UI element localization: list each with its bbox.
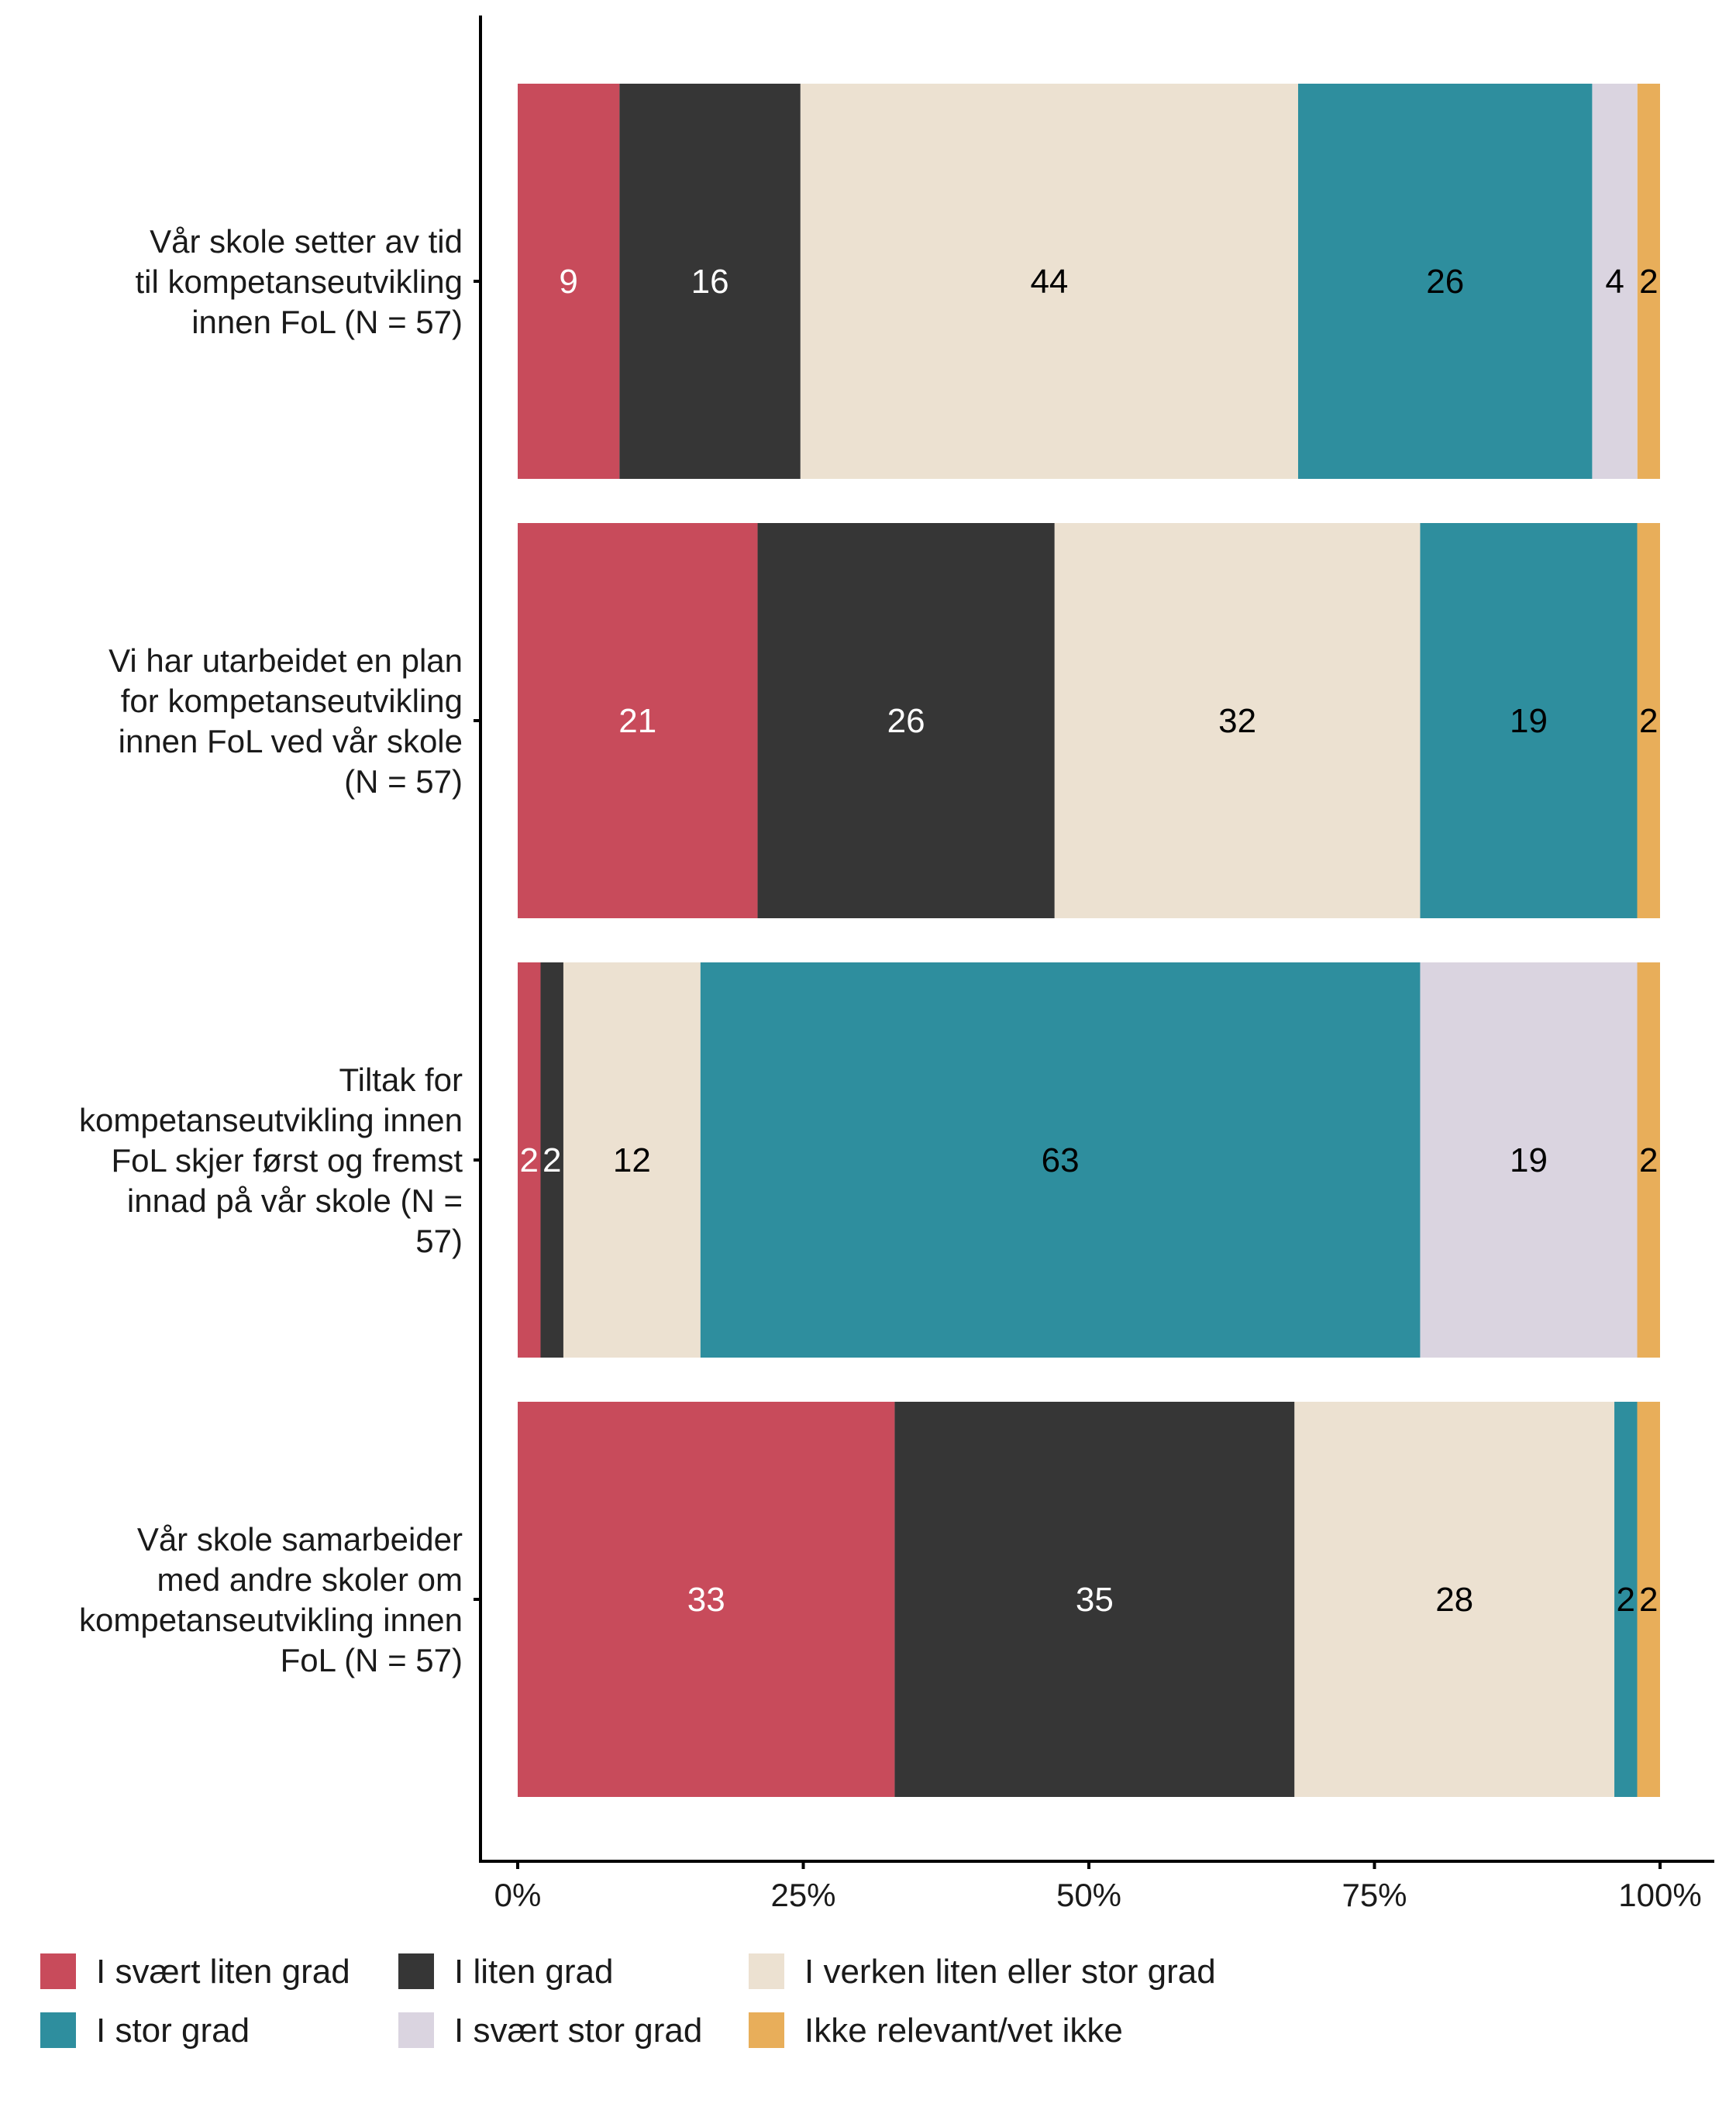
data-label: 35 xyxy=(1076,1581,1114,1619)
bar-segment xyxy=(1614,1402,1638,1797)
bar-segment xyxy=(894,1402,1295,1797)
bar-segment xyxy=(1637,962,1660,1358)
bar-segment xyxy=(518,962,541,1358)
category-label-line: med andre skoler om xyxy=(157,1561,463,1598)
data-label: 2 xyxy=(1639,263,1658,301)
data-label: 19 xyxy=(1510,702,1548,740)
legend: I svært liten grad I liten grad I verken l… xyxy=(40,1953,1216,2050)
category-label-line: Vår skole samarbeider xyxy=(137,1521,463,1558)
data-label: 2 xyxy=(1639,1141,1658,1179)
bar-segment xyxy=(1420,523,1638,918)
bar-segment xyxy=(1294,1402,1615,1797)
category-label-line: kompetanseutvikling innen xyxy=(79,1602,463,1638)
legend-label: I liten grad xyxy=(454,1953,613,1991)
legend-swatch xyxy=(398,2012,434,2048)
data-label: 2 xyxy=(1617,1581,1635,1619)
segment-labels-layer: 9 16 44 26 4 221 26 32 19 22 2 12 63 19 233 35 28 2 2 xyxy=(519,263,1658,1619)
data-label: 26 xyxy=(887,702,925,740)
data-label: 63 xyxy=(1042,1141,1080,1179)
category-label-line: Vi har utarbeidet en plan xyxy=(108,642,463,679)
bar-segment xyxy=(619,84,801,479)
category-label-line: kompetanseutvikling innen xyxy=(79,1102,463,1138)
bar-segment xyxy=(518,523,758,918)
x-tick-label: 25% xyxy=(770,1877,835,1913)
data-label: 4 xyxy=(1605,263,1624,301)
category-label-line: til kompetanseutvikling xyxy=(135,263,463,300)
category-label-line: Vår skole setter av tid xyxy=(150,223,463,260)
data-label: 2 xyxy=(519,1141,538,1179)
data-label: 44 xyxy=(1030,263,1068,301)
bar-segment xyxy=(1592,84,1638,479)
x-tick-label: 0% xyxy=(494,1877,542,1913)
data-label: 33 xyxy=(687,1581,725,1619)
legend-label: I verken liten eller stor grad xyxy=(804,1953,1216,1991)
data-label: 16 xyxy=(691,263,729,301)
category-label-line: FoL skjer først og fremst xyxy=(111,1142,463,1179)
bar-segment xyxy=(1420,962,1638,1358)
bar-segment xyxy=(540,962,563,1358)
legend-label: I svært stor grad xyxy=(454,2012,702,2050)
bar-segment xyxy=(800,84,1298,479)
bar-segment xyxy=(1637,84,1660,479)
legend-swatch xyxy=(40,1953,76,1989)
x-axis-ticks: 0% 25% 50% 75% 100% xyxy=(494,1861,1702,1913)
x-tick-label: 100% xyxy=(1618,1877,1701,1913)
data-label: 12 xyxy=(613,1141,651,1179)
data-label: 21 xyxy=(618,702,656,740)
y-axis-ticks xyxy=(474,280,480,1601)
legend-swatch xyxy=(398,1953,434,1989)
data-label: 32 xyxy=(1218,702,1256,740)
x-tick-label: 75% xyxy=(1342,1877,1407,1913)
bar-segment xyxy=(1637,523,1660,918)
legend-swatch xyxy=(749,1953,784,1989)
bar-segment xyxy=(700,962,1421,1358)
bar-segment xyxy=(757,523,1055,918)
category-label-line: innad på vår skole (N = xyxy=(127,1182,463,1219)
data-label: 28 xyxy=(1435,1581,1473,1619)
legend-label: I stor grad xyxy=(96,2012,250,2050)
category-label-line: Tiltak for xyxy=(339,1062,463,1098)
data-label: 2 xyxy=(1639,1581,1658,1619)
category-label-line: (N = 57) xyxy=(344,763,463,800)
legend-label: Ikke relevant/vet ikke xyxy=(804,2012,1123,2050)
legend-swatch xyxy=(40,2012,76,2048)
category-label-line: innen FoL (N = 57) xyxy=(191,304,463,340)
data-label: 2 xyxy=(1639,702,1658,740)
bar-segment xyxy=(1637,1402,1660,1797)
data-label: 26 xyxy=(1426,263,1464,301)
category-label-line: 57) xyxy=(415,1223,463,1259)
bar-segment xyxy=(1297,84,1593,479)
bar-segment xyxy=(518,1402,895,1797)
x-tick-label: 50% xyxy=(1056,1877,1121,1913)
category-label-line: for kompetanseutvikling xyxy=(121,683,463,719)
data-label: 2 xyxy=(542,1141,561,1179)
data-label: 9 xyxy=(559,263,577,301)
data-label: 19 xyxy=(1510,1141,1548,1179)
bars-layer xyxy=(518,84,1660,1797)
bar-segment xyxy=(518,84,620,479)
bar-segment xyxy=(1054,523,1421,918)
legend-label: I svært liten grad xyxy=(96,1953,350,1991)
category-label-line: innen FoL ved vår skole xyxy=(119,723,463,759)
legend-swatch xyxy=(749,2012,784,2048)
category-label-line: FoL (N = 57) xyxy=(281,1642,463,1678)
bar-segment xyxy=(563,962,701,1358)
